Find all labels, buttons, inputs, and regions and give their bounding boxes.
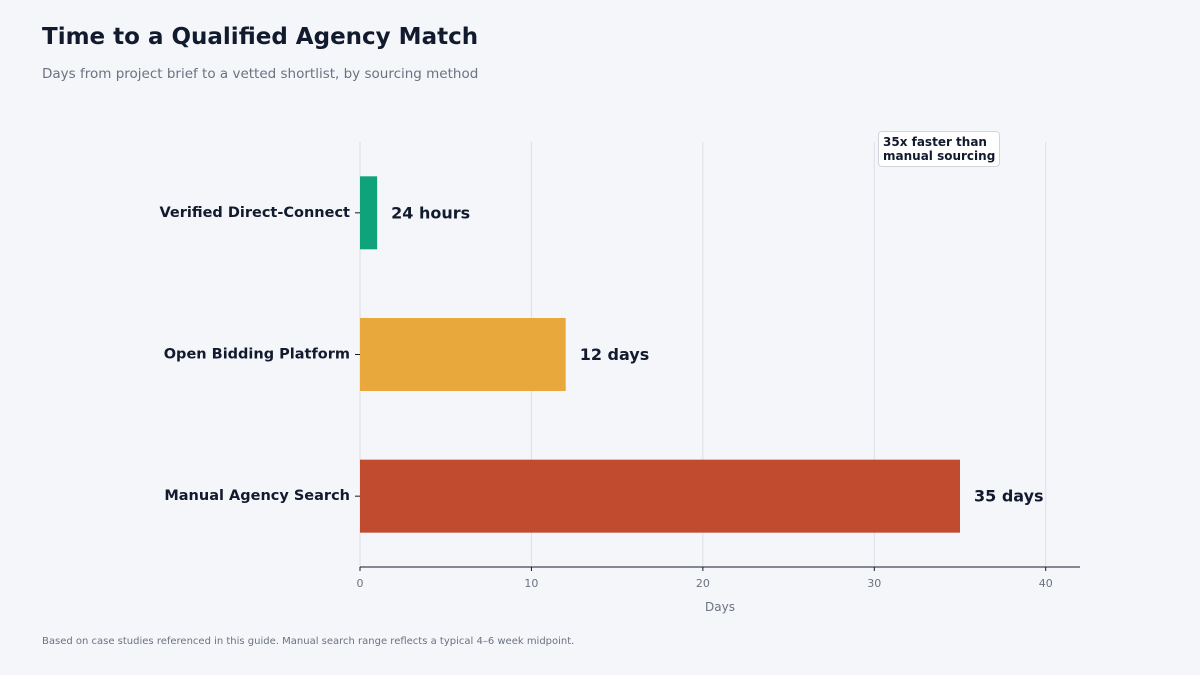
bar-1 <box>360 318 566 391</box>
speed-annotation: 35x faster than manual sourcing <box>878 131 1001 167</box>
category-label-2: Manual Agency Search <box>164 488 350 504</box>
x-tick-label-0: 0 <box>357 577 364 590</box>
x-tick-label-1: 10 <box>524 577 538 590</box>
annotation-line-1: 35x faster than <box>883 135 987 149</box>
chart-subtitle: Days from project brief to a vetted shor… <box>42 66 479 82</box>
chart-title: Time to a Qualified Agency Match <box>42 24 479 50</box>
value-label-0: 24 hours <box>391 203 470 222</box>
value-label-2: 35 days <box>974 487 1044 506</box>
x-tick-label-4: 40 <box>1039 577 1053 590</box>
bar-0 <box>360 176 378 250</box>
bar-2 <box>360 459 960 533</box>
category-label-1: Open Bidding Platform <box>164 347 350 363</box>
x-tick-label-2: 20 <box>696 577 710 590</box>
annotation-line-2: manual sourcing <box>883 149 996 163</box>
value-label-1: 12 days <box>580 345 650 364</box>
category-label-0: Verified Direct-Connect <box>159 205 350 221</box>
x-tick-label-3: 30 <box>867 577 881 590</box>
chart-footnote: Based on case studies referenced in this… <box>42 636 575 647</box>
x-axis-title: Days <box>705 600 735 614</box>
